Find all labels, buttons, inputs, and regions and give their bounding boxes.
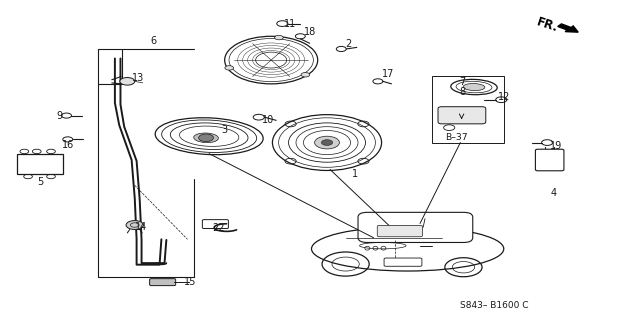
Text: 6: 6 — [150, 36, 156, 46]
Text: B–37: B–37 — [445, 133, 467, 142]
FancyBboxPatch shape — [17, 154, 64, 174]
Text: 1: 1 — [352, 169, 358, 179]
Text: 22: 22 — [212, 223, 225, 233]
Ellipse shape — [312, 227, 504, 271]
Ellipse shape — [463, 84, 485, 91]
FancyArrow shape — [558, 24, 578, 32]
FancyBboxPatch shape — [358, 212, 473, 243]
Text: 10: 10 — [262, 115, 274, 125]
Circle shape — [225, 66, 234, 70]
Circle shape — [301, 73, 310, 77]
Circle shape — [321, 140, 333, 145]
Text: S843– B1600 C: S843– B1600 C — [460, 301, 529, 310]
FancyBboxPatch shape — [535, 149, 564, 171]
Text: 14: 14 — [135, 222, 147, 232]
Circle shape — [199, 134, 214, 142]
Text: 2: 2 — [346, 39, 352, 49]
Text: 19: 19 — [549, 141, 562, 151]
FancyBboxPatch shape — [202, 220, 229, 228]
Text: 7: 7 — [459, 77, 465, 87]
Text: 12: 12 — [498, 92, 510, 101]
Circle shape — [275, 36, 283, 40]
Circle shape — [126, 220, 143, 229]
Text: 4: 4 — [550, 188, 556, 198]
Text: 16: 16 — [62, 140, 74, 150]
Circle shape — [120, 77, 135, 85]
FancyBboxPatch shape — [150, 279, 176, 286]
FancyBboxPatch shape — [378, 225, 422, 237]
Text: 17: 17 — [382, 69, 394, 79]
Text: 18: 18 — [304, 27, 316, 36]
Bar — [432, 76, 504, 142]
Text: 9: 9 — [56, 111, 62, 121]
FancyBboxPatch shape — [438, 107, 486, 124]
Text: 3: 3 — [222, 125, 227, 135]
Text: 11: 11 — [283, 19, 296, 29]
Text: 5: 5 — [37, 177, 44, 187]
Circle shape — [315, 136, 340, 149]
Ellipse shape — [194, 133, 219, 143]
Text: 13: 13 — [131, 73, 144, 83]
Text: 15: 15 — [184, 277, 197, 287]
Text: FR.: FR. — [535, 16, 559, 35]
Text: 8: 8 — [459, 87, 465, 97]
FancyBboxPatch shape — [384, 258, 422, 266]
